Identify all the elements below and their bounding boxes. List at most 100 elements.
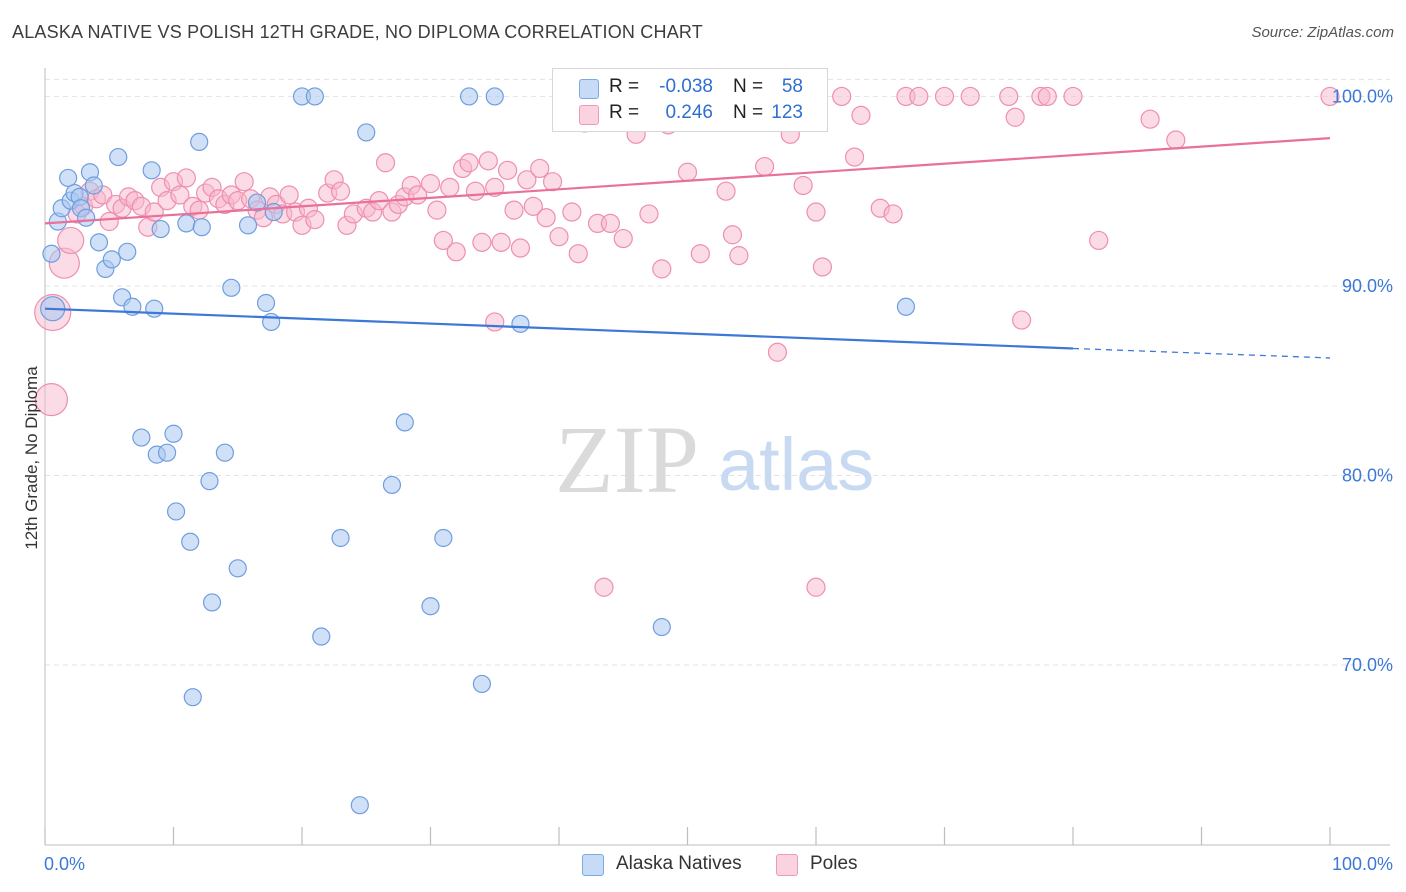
legend-n-label: N = [733,76,764,97]
data-point-alaska-natives [305,87,324,106]
data-point-alaska-natives [350,796,369,815]
data-point-alaska-natives [357,123,376,142]
data-point-poles [1063,86,1083,107]
watermark-zip: ZIP [555,406,699,513]
chart-title: ALASKA NATIVE VS POLISH 12TH GRADE, NO D… [12,22,703,42]
data-point-poles [934,86,955,107]
data-point-poles [427,200,447,220]
data-point-alaska-natives [247,193,267,212]
watermark: ZIP atlas [555,406,874,513]
data-point-alaska-natives [459,87,479,106]
legend-swatch-blue [579,79,599,99]
trend-line-alaska-natives [44,307,1074,350]
data-point-alaska-natives [264,202,283,222]
trend-line-poles [44,137,1331,225]
data-point-alaska-natives [200,472,219,491]
data-point-poles [960,86,980,107]
data-point-poles [562,202,582,222]
y-tick-label: 70.0% [1342,655,1393,675]
series-alaska-natives [40,87,916,815]
data-point-alaska-natives [202,593,222,612]
data-point-alaska-natives [142,161,161,180]
data-point-alaska-natives [181,532,200,551]
data-point-poles [170,185,190,205]
data-point-alaska-natives [256,293,276,313]
data-point-alaska-natives [42,244,61,263]
trend-lines [44,137,1331,359]
data-point-poles [639,204,659,224]
legend-r-value: 0.246 [665,102,713,123]
data-point-poles [1011,310,1032,330]
data-point-poles [472,232,492,252]
data-point-alaska-natives [382,475,402,495]
legend-row-alaska-natives: R = -0.038 N = 58 [553,75,827,101]
data-point-poles [594,577,614,597]
data-point-alaska-natives [511,314,530,333]
data-point-alaska-natives [157,443,177,462]
data-point-poles [523,196,543,216]
data-point-alaska-natives [151,219,170,239]
data-point-poles [883,204,903,224]
data-point-poles [999,86,1019,107]
data-point-poles [1005,107,1025,127]
data-point-poles [57,226,85,255]
data-point-poles [909,86,929,107]
gridlines [45,78,1390,666]
data-point-alaska-natives [132,428,151,447]
legend-label: Alaska Natives [616,853,742,874]
watermark-atlas: atlas [718,423,874,506]
data-point-poles [806,202,826,222]
data-point-alaska-natives [164,424,183,443]
data-point-poles [498,160,518,180]
legend-swatch-pink [579,105,599,125]
data-point-poles [189,200,209,220]
data-point-alaska-natives [192,218,211,237]
data-point-poles [485,312,505,332]
data-point-poles [530,158,550,179]
data-point-poles [510,238,531,258]
data-point-poles [542,172,563,192]
legend-label: Poles [810,853,858,874]
trend-line-extension-alaska-natives [1072,347,1331,359]
y-tick-label: 90.0% [1342,276,1393,296]
data-point-alaska-natives [118,242,137,261]
y-axis-label: 12th Grade, No Diploma [22,366,41,550]
legend-swatch-pink [776,854,798,876]
data-point-poles [613,228,633,249]
data-point-alaska-natives [190,132,209,152]
data-point-alaska-natives [215,443,234,462]
data-point-alaska-natives [238,216,258,235]
data-point-poles [517,170,537,190]
data-point-alaska-natives [89,233,109,252]
legend-n-value: 123 [771,102,803,123]
data-point-poles [99,211,119,232]
data-point-poles [652,259,672,279]
data-point-poles [568,244,588,264]
data-point-poles [767,342,788,362]
data-point-poles [478,151,498,171]
data-point-poles [459,153,479,173]
legend-r-label: R = [609,76,640,97]
data-point-poles [806,577,826,597]
data-point-alaska-natives [262,312,281,332]
data-point-alaska-natives [166,502,186,521]
data-point-poles [375,153,396,173]
correlation-legend: R = -0.038 N = 58 R = 0.246 N = 123 [552,68,828,132]
source-label: Source: ZipAtlas.com [1251,24,1394,41]
data-point-poles [1320,86,1340,107]
data-point-poles [446,242,466,262]
x-tick-label: 100.0% [1332,854,1393,874]
legend-r-label: R = [609,102,640,123]
data-point-alaska-natives [472,674,491,694]
data-point-poles [234,172,254,192]
data-point-alaska-natives [896,297,916,316]
data-point-alaska-natives [222,278,241,297]
data-point-poles [485,177,505,197]
data-point-poles [465,181,486,201]
data-point-poles [491,232,511,252]
data-point-poles [832,86,852,107]
data-point-poles [305,210,325,230]
data-point-poles [1037,86,1057,107]
data-point-alaska-natives [312,627,331,646]
data-point-poles [1140,109,1160,129]
